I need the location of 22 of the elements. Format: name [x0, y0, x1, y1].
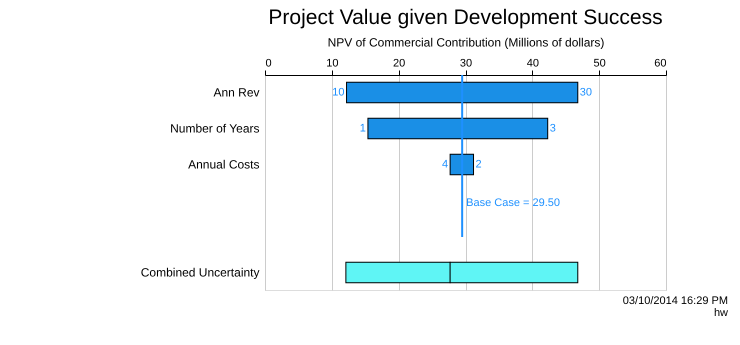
annotation: 30	[580, 86, 592, 98]
text: hw	[714, 307, 728, 319]
y-tick-label: Number of Years	[170, 121, 260, 136]
annotation: 4	[442, 158, 448, 170]
annotation: 3	[550, 122, 556, 134]
ref-line-label: Base Case = 29.50	[466, 197, 560, 209]
chart-title: Project Value given Development Success	[268, 6, 663, 29]
y-tick-label: Annual Costs	[188, 157, 260, 172]
text: 03/10/2014 16:29 PM	[622, 295, 728, 307]
x-tick-label: 20	[393, 58, 406, 70]
x-tick-label: 0	[266, 58, 272, 70]
x-tick-label: 50	[594, 58, 606, 70]
annotation: 1	[360, 122, 366, 134]
x-tick-label: 40	[526, 58, 539, 70]
x-tick-label: 10	[326, 58, 338, 70]
annotation: 10	[332, 86, 345, 98]
annotation: 2	[476, 158, 482, 170]
y-tick-label: Ann Rev	[213, 85, 260, 100]
y-tick-label: Combined Uncertainty	[140, 266, 260, 280]
x-tick-label: 30	[460, 58, 472, 70]
x-tick-label: 60	[654, 58, 666, 70]
x-axis-title: NPV of Commercial Contribution (Millions of dollars)	[328, 36, 604, 50]
